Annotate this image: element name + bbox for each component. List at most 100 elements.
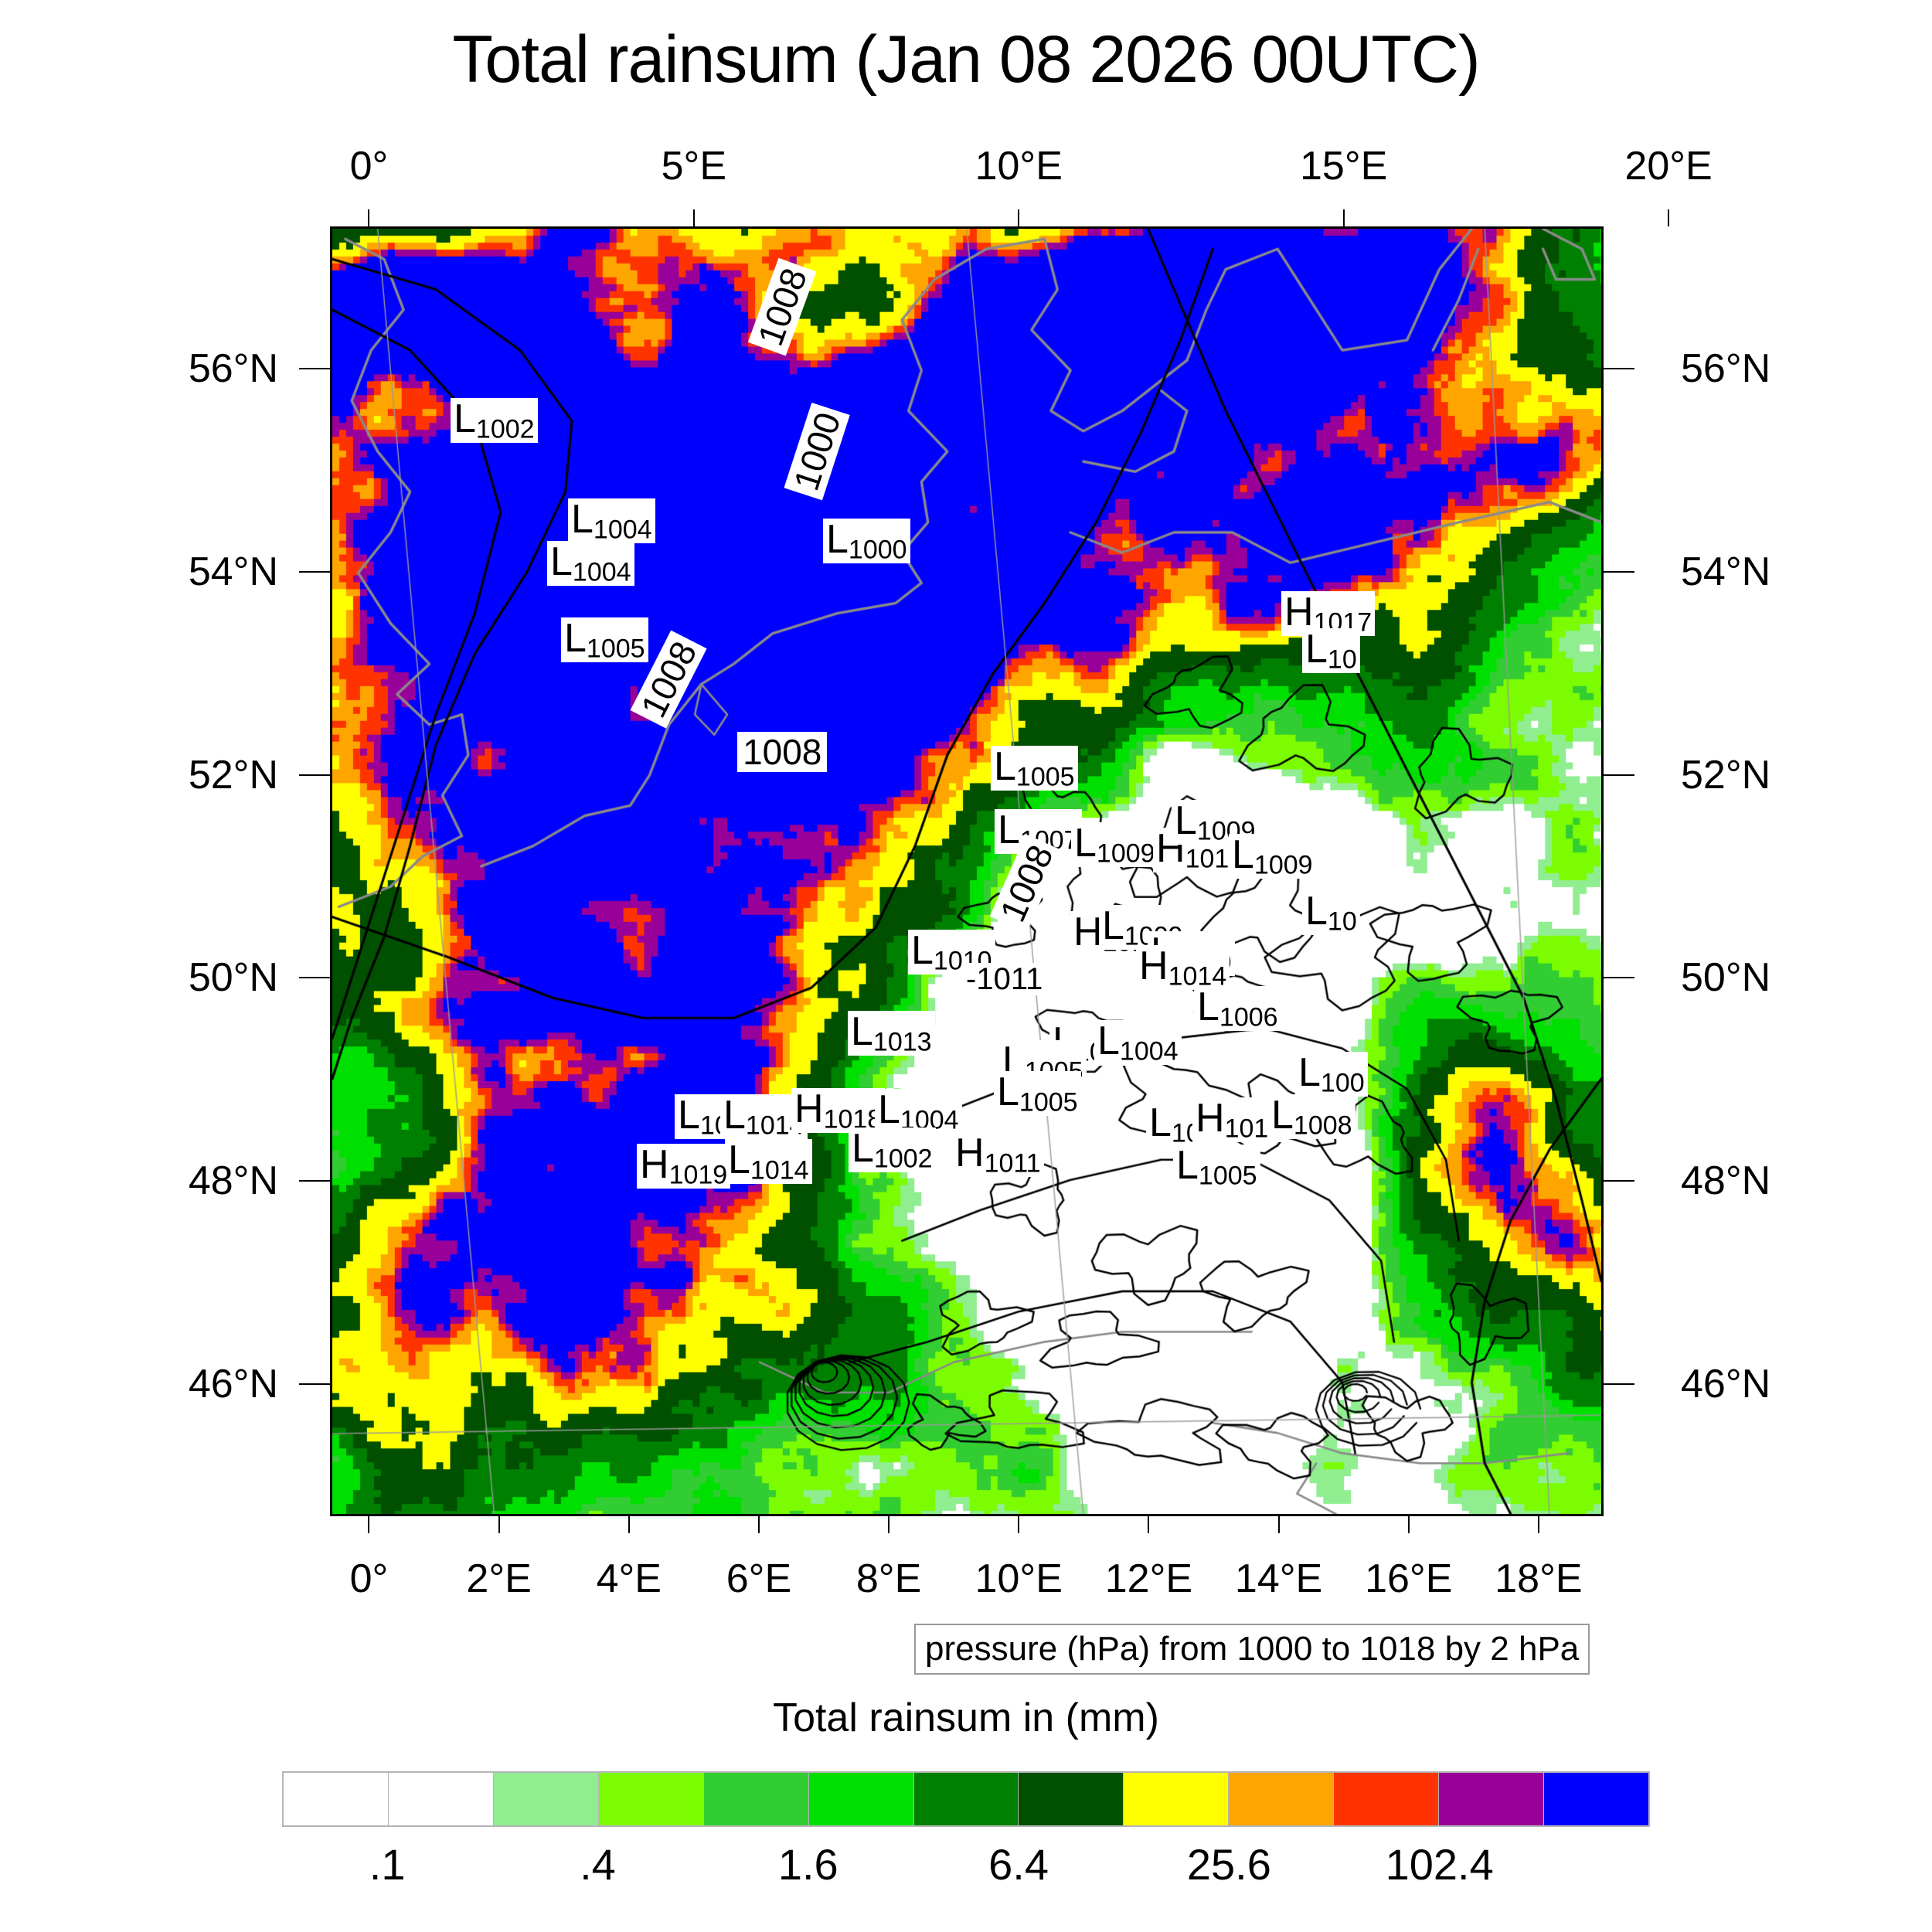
colorbar-title: Total rainsum in (mm): [773, 1696, 1159, 1740]
axis-tickmark: [1277, 1516, 1280, 1533]
axis-tickmark: [1148, 1516, 1150, 1533]
pressure-centre-l-22: L1004: [1094, 1020, 1182, 1066]
pressure-centre-l-33: L1014: [725, 1139, 812, 1185]
colorbar-label-1: .4: [580, 1840, 616, 1889]
axis-tickmark: [299, 774, 330, 776]
lat-tick-right-4: 48°N: [1681, 1158, 1771, 1204]
axis-tickmark: [1407, 1516, 1410, 1533]
rainsum-raster-canvas: [332, 229, 1601, 1514]
pressure-centre-l-12: L1009: [1229, 834, 1316, 879]
pressure-centre-l-3: L1005: [561, 617, 648, 663]
pressure-centre-l-6: L10: [1302, 628, 1360, 674]
pressure-centre-h-36: H1019: [637, 1144, 731, 1189]
colorbar-cell-10[interactable]: [1334, 1773, 1440, 1825]
pressure-caption: pressure (hPa) from 1000 to 1018 by 2 hP…: [914, 1624, 1590, 1675]
lon-tick-bottom-6: 12°E: [1104, 1556, 1193, 1601]
lat-tick-right-2: 52°N: [1681, 752, 1771, 798]
axis-tickmark: [1604, 774, 1634, 776]
axis-tickmark: [1537, 1516, 1539, 1533]
pressure-centre-l-9: L1009: [1071, 822, 1158, 868]
lat-tick-left-3: 50°N: [188, 955, 278, 1001]
colorbar-cell-8[interactable]: [1124, 1773, 1230, 1825]
lat-tick-left-4: 48°N: [188, 1158, 278, 1204]
pressure-centre-l-0: L1002: [451, 398, 538, 444]
pressure-centre-l-4: L1000: [823, 519, 910, 564]
axis-tickmark: [299, 570, 330, 573]
axis-tickmark: [299, 367, 330, 369]
pressure-centre-h-28: H1018: [791, 1088, 886, 1134]
lon-tick-bottom-0: 0°: [349, 1556, 389, 1601]
colorbar-label-3: 6.4: [988, 1840, 1049, 1889]
colorbar-cell-2[interactable]: [493, 1773, 599, 1825]
contour-inline-value-0: -1011: [963, 963, 1046, 995]
pressure-centre-l-34: L1002: [849, 1128, 936, 1173]
colorbar[interactable]: [282, 1771, 1650, 1827]
axis-tickmark: [1604, 1180, 1634, 1182]
colorbar-label-5: 102.4: [1385, 1840, 1494, 1889]
pressure-centre-l-29: L1004: [875, 1089, 962, 1134]
contour-label-1008-1: 1008: [737, 731, 828, 772]
pressure-centre-l-20: L1013: [848, 1011, 935, 1056]
axis-tickmark: [1342, 209, 1345, 226]
lat-tick-left-0: 56°N: [188, 345, 278, 391]
lat-tick-right-1: 54°N: [1681, 549, 1771, 594]
colorbar-cell-1[interactable]: [388, 1773, 494, 1825]
colorbar-cell-9[interactable]: [1229, 1773, 1335, 1825]
pressure-centre-l-7: L1005: [991, 746, 1078, 791]
colorbar-cell-5[interactable]: [808, 1773, 914, 1825]
lon-tick-top-3: 15°E: [1300, 144, 1388, 189]
axis-tickmark: [368, 1516, 370, 1533]
lon-tick-bottom-7: 14°E: [1234, 1556, 1323, 1601]
pressure-centre-l-19: L1006: [1194, 986, 1281, 1032]
pressure-centre-l-37: L1005: [1173, 1145, 1260, 1190]
lon-tick-bottom-3: 6°E: [726, 1556, 792, 1601]
map-plot-area[interactable]: L1002 L1004 L1004 L1005 L1000 H1017 L10 L1005 L1…: [330, 226, 1604, 1516]
pressure-centre-h-35: H1011: [952, 1132, 1044, 1178]
lon-tick-bottom-4: 8°E: [855, 1556, 922, 1601]
colorbar-cell-12[interactable]: [1544, 1773, 1648, 1825]
lon-tick-bottom-5: 10°E: [975, 1556, 1063, 1601]
lat-tick-right-3: 50°N: [1681, 955, 1771, 1001]
pressure-centre-h-16: H1014: [1136, 945, 1230, 991]
lat-tick-right-0: 56°N: [1681, 345, 1771, 391]
axis-tickmark: [692, 209, 695, 226]
pressure-centre-l-1: L1004: [568, 498, 655, 544]
colorbar-tick-labels: .1 .4 1.6 6.4 25.6 102.4: [282, 1839, 1650, 1893]
axis-tickmark: [368, 209, 370, 226]
pressure-centre-l-32: L1008: [1268, 1094, 1355, 1140]
lon-tick-top-4: 20°E: [1624, 144, 1713, 189]
axis-tickmark: [299, 1383, 330, 1386]
lon-tick-top-2: 10°E: [975, 144, 1063, 189]
lat-tick-left-2: 52°N: [188, 752, 278, 798]
colorbar-label-2: 1.6: [777, 1840, 838, 1889]
axis-tickmark: [299, 977, 330, 979]
axis-tickmark: [498, 1516, 500, 1533]
colorbar-cell-11[interactable]: [1439, 1773, 1545, 1825]
pressure-centre-l-27: L1014: [720, 1094, 808, 1140]
axis-tickmark: [757, 1516, 760, 1533]
colorbar-cell-3[interactable]: [598, 1773, 704, 1825]
colorbar-cell-6[interactable]: [913, 1773, 1019, 1825]
colorbar-cell-4[interactable]: [703, 1773, 809, 1825]
axis-tickmark: [1604, 1383, 1634, 1386]
colorbar-label-4: 25.6: [1186, 1840, 1271, 1889]
axis-tickmark: [1018, 209, 1020, 226]
pressure-centre-l-17: L10: [1302, 890, 1360, 936]
colorbar-label-0: .1: [369, 1840, 406, 1889]
colorbar-cell-0[interactable]: [284, 1773, 389, 1825]
lon-tick-bottom-9: 18°E: [1495, 1556, 1583, 1601]
axis-tickmark: [1668, 209, 1670, 226]
lon-tick-top-0: 0°: [349, 144, 389, 189]
lon-tick-top-1: 5°E: [661, 144, 727, 189]
page-title: Total rainsum (Jan 08 2026 00UTC): [452, 22, 1480, 97]
axis-tickmark: [1604, 367, 1634, 369]
axis-tickmark: [628, 1516, 630, 1533]
axis-tickmark: [1604, 570, 1634, 573]
pressure-centre-h-5: H1017: [1281, 591, 1376, 637]
pressure-centre-l-24: L1005: [994, 1071, 1081, 1117]
axis-tickmark: [1018, 1516, 1020, 1533]
lat-tick-left-5: 46°N: [188, 1362, 278, 1407]
lat-tick-left-1: 54°N: [188, 549, 278, 594]
colorbar-cell-7[interactable]: [1019, 1773, 1124, 1825]
